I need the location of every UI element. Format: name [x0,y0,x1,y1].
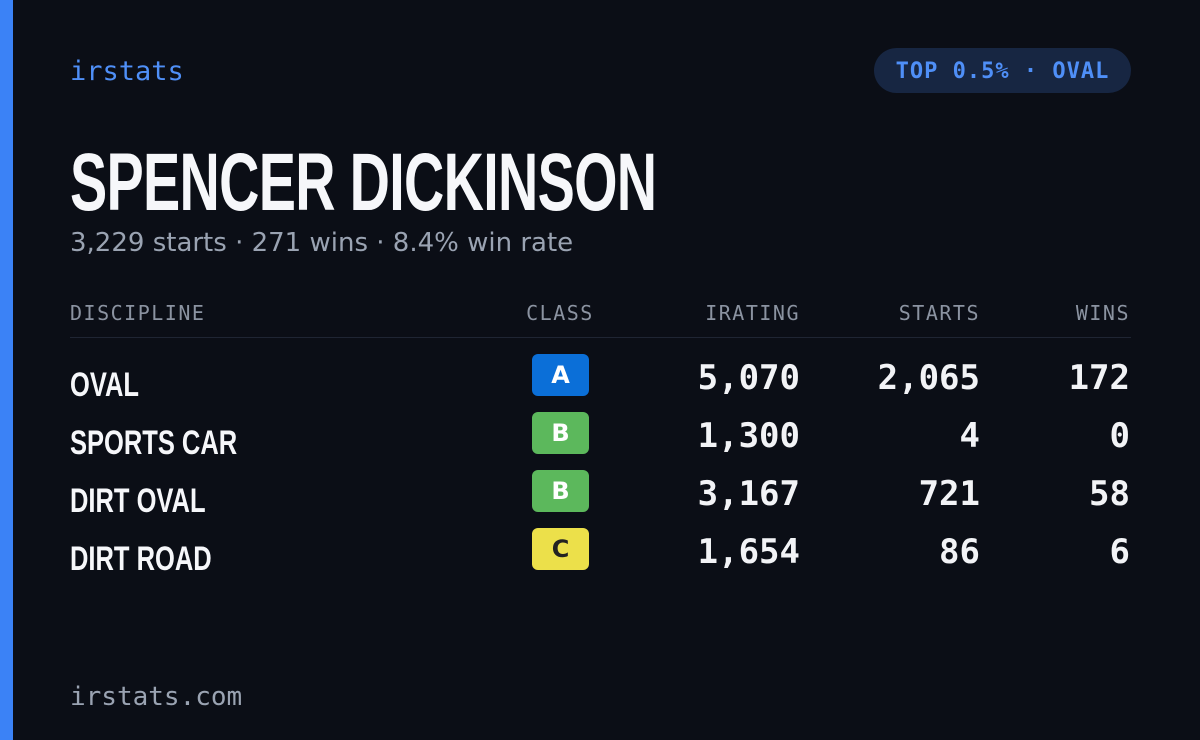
footer-url[interactable]: irstats.com [70,682,243,712]
stat-wins: 58 [1089,474,1130,514]
stat-wins: 172 [1068,358,1130,398]
column-header: CLASS [526,301,594,325]
class-badge: C [532,528,589,570]
stat-starts: 4 [959,416,980,456]
discipline-name: OVAL [70,366,139,404]
discipline-name: DIRT ROAD [70,540,212,578]
driver-summary: 3,229 starts · 271 wins · 8.4% win rate [70,228,574,258]
stat-irating: 5,070 [697,358,800,398]
stat-irating: 1,300 [697,416,800,456]
column-header: DISCIPLINE [70,301,206,325]
rank-badge: TOP 0.5% · OVAL [874,48,1131,93]
driver-name: SPENCER DICKINSON [70,137,657,228]
column-header: WINS [1075,301,1130,325]
class-badge: B [532,470,589,512]
column-header: STARTS [898,301,980,325]
header-divider [70,337,1131,338]
accent-stripe [0,0,13,740]
stat-starts: 721 [918,474,980,514]
brand[interactable]: irstats [70,56,184,87]
discipline-name: DIRT OVAL [70,482,206,520]
stat-wins: 0 [1109,416,1130,456]
stat-starts: 86 [939,532,980,572]
class-badge: A [532,354,589,396]
stat-wins: 6 [1109,532,1130,572]
class-badge: B [532,412,589,454]
discipline-name: SPORTS CAR [70,424,238,462]
stat-starts: 2,065 [877,358,980,398]
stat-irating: 1,654 [697,532,800,572]
stat-irating: 3,167 [697,474,800,514]
column-header: IRATING [705,301,800,325]
